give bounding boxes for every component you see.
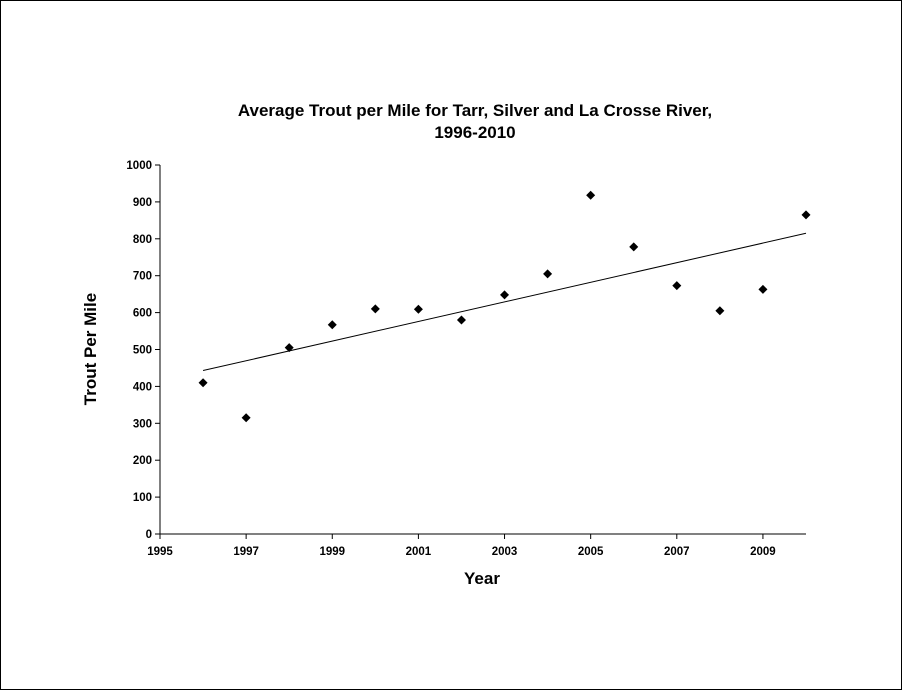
x-tick-label: 2009 [750, 546, 776, 558]
data-points [198, 190, 811, 423]
data-point [543, 269, 553, 279]
x-tick-label: 1999 [319, 546, 345, 558]
x-tick-label: 2003 [492, 546, 518, 558]
data-point [456, 315, 466, 325]
data-point [241, 413, 251, 423]
y-tick-label: 900 [133, 197, 152, 209]
data-point [629, 242, 639, 252]
y-tick-label: 600 [133, 308, 152, 320]
y-tick-label: 700 [133, 271, 152, 283]
y-tick-label: 800 [133, 234, 152, 246]
data-point [758, 284, 768, 294]
y-tick-label: 1000 [126, 160, 152, 172]
y-tick-label: 500 [133, 345, 152, 357]
x-ticks: 1995 1997 1999 2001 2003 2005 2007 2009 [147, 534, 776, 558]
x-tick-label: 1997 [233, 546, 259, 558]
chart-title-line-2: 1996-2010 [434, 123, 515, 142]
axes [159, 165, 806, 535]
data-point [370, 304, 380, 314]
data-point [715, 306, 725, 316]
x-tick-label: 2005 [578, 546, 604, 558]
x-tick-label: 2001 [406, 546, 432, 558]
y-tick-label: 200 [133, 455, 152, 467]
x-tick-label: 1995 [147, 546, 173, 558]
data-point [198, 378, 208, 388]
data-point [586, 190, 596, 200]
y-ticks: 0 100 200 300 400 500 600 700 800 900 1000 [126, 160, 160, 541]
x-axis-label: Year [464, 569, 500, 588]
data-point [413, 304, 423, 314]
y-tick-label: 400 [133, 381, 152, 393]
y-axis-label: Trout Per Mile [81, 293, 100, 405]
chart-title-line-1: Average Trout per Mile for Tarr, Silver … [238, 101, 712, 120]
data-point [284, 343, 294, 353]
y-tick-label: 100 [133, 492, 152, 504]
data-point [327, 320, 337, 330]
y-tick-label: 0 [146, 529, 152, 541]
data-point [801, 210, 811, 220]
trendline-group [202, 232, 807, 372]
trendline [202, 232, 807, 372]
y-tick-label: 300 [133, 418, 152, 430]
data-point [500, 290, 510, 300]
data-point [672, 281, 682, 291]
x-tick-label: 2007 [664, 546, 690, 558]
